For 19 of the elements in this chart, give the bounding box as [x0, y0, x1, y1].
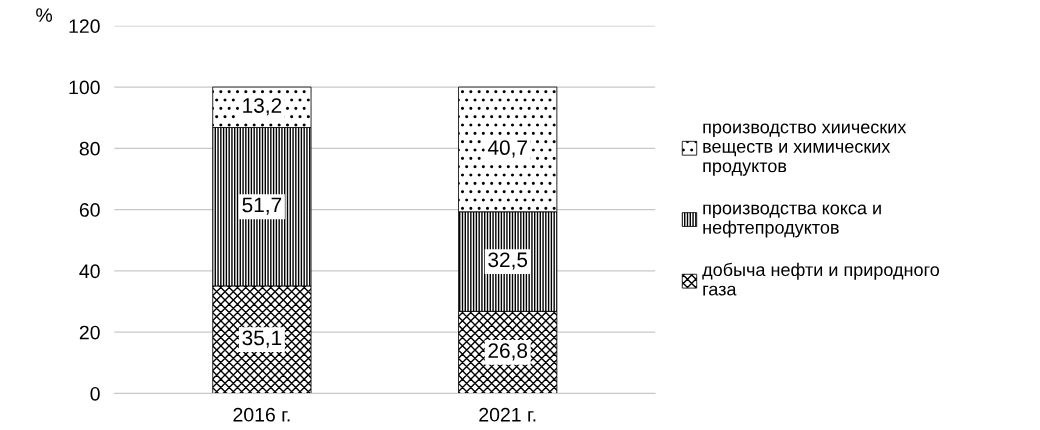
y-tick-label: 0: [90, 386, 100, 401]
y-tick-label: 100: [69, 80, 100, 95]
text: 51,7: [242, 197, 282, 215]
text: 40,7: [487, 140, 527, 158]
text: 32,5: [488, 252, 528, 270]
legend-label: производство хиических веществ и химических продуктов: [703, 123, 907, 176]
y-tick-label: 60: [79, 203, 100, 217]
x-tick-label: 2021 г.: [479, 407, 536, 422]
text: 35,1: [242, 330, 282, 348]
text: 13,2: [243, 98, 282, 116]
x-tick-label: 2016 г.: [233, 407, 290, 422]
y-tick-label: 80: [79, 141, 100, 156]
y-axis-title: %: [36, 8, 53, 22]
y-tick-label: 40: [79, 264, 100, 279]
y-tick-label: 20: [79, 325, 100, 340]
legend-label: производства кокса и нефтепродуктов: [703, 204, 881, 238]
legend-label: добыча нефти и природного газа: [702, 262, 940, 296]
text: 26,8: [488, 343, 528, 361]
y-tick-label: 120: [69, 19, 100, 34]
